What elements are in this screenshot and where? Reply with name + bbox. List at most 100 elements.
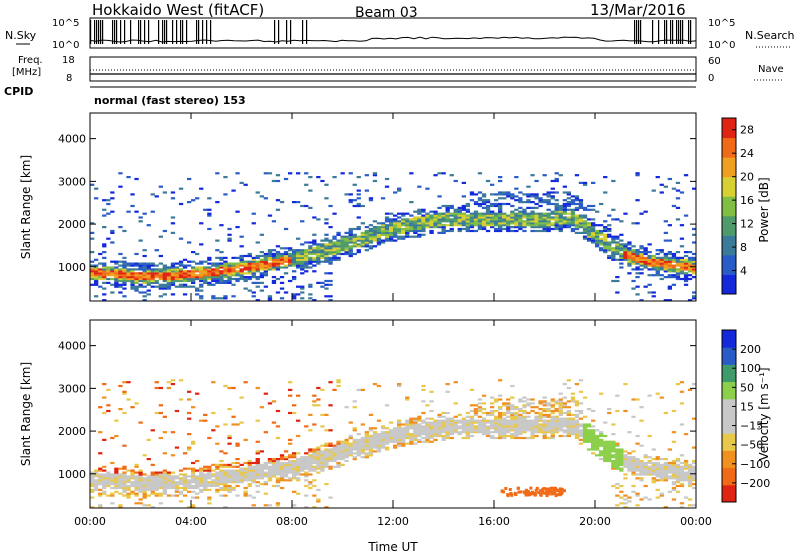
velocity-cell	[364, 433, 369, 436]
velocity-cell	[328, 459, 333, 463]
power-cell	[384, 224, 390, 227]
velocity-cell	[477, 415, 483, 418]
velocity-cell	[267, 465, 273, 468]
power-cell	[320, 179, 325, 183]
velocity-cell	[292, 490, 297, 493]
power-cell	[130, 204, 135, 208]
velocity-cell	[692, 459, 697, 463]
power-cell	[449, 224, 454, 227]
velocity-cell	[271, 465, 277, 468]
velocity-cell	[469, 404, 475, 407]
velocity-cell	[231, 423, 236, 426]
velocity-cell	[203, 473, 208, 476]
velocity-cell	[170, 481, 176, 484]
velocity-cell	[368, 427, 374, 430]
velocity-cell	[667, 463, 672, 466]
velocity-cell	[506, 427, 511, 430]
velocity-cell	[106, 494, 111, 497]
velocity-cell	[541, 491, 544, 495]
power-cell	[207, 270, 212, 273]
power-cell	[138, 266, 143, 269]
velocity-cell	[110, 481, 115, 484]
power-cell	[110, 291, 115, 294]
velocity-cell	[203, 413, 208, 416]
x-axis-label: Time UT	[367, 540, 418, 554]
velocity-cell	[219, 479, 224, 482]
velocity-cell	[494, 400, 499, 403]
velocity-cell	[623, 450, 628, 453]
velocity-cell	[360, 448, 365, 451]
power-cell	[296, 262, 301, 265]
power-cell	[671, 187, 677, 190]
power-cell	[316, 254, 321, 258]
velocity-cell	[368, 440, 374, 443]
velocity-cell	[219, 483, 224, 486]
velocity-cell	[142, 483, 147, 486]
power-cell	[659, 258, 664, 261]
velocity-cell	[243, 475, 248, 478]
power-cell	[461, 204, 466, 208]
velocity-cell	[187, 417, 192, 420]
velocity-cell	[562, 434, 567, 438]
velocity-cell	[231, 415, 236, 418]
power-cell	[655, 252, 660, 256]
velocity-cell	[336, 458, 341, 461]
power-cell	[296, 237, 301, 240]
power-cell	[106, 281, 111, 284]
velocity-cell	[288, 463, 293, 466]
velocity-cell	[510, 429, 515, 432]
velocity-cell	[296, 458, 301, 461]
velocity-cell	[635, 398, 640, 401]
noise-bar	[302, 20, 304, 44]
power-cell	[611, 279, 616, 283]
velocity-cell	[182, 452, 188, 455]
velocity-cell	[498, 415, 503, 418]
power-cell	[425, 214, 430, 217]
power-cell	[659, 277, 664, 281]
velocity-cell	[376, 446, 382, 449]
power-cell	[138, 276, 143, 279]
power-cell	[554, 191, 559, 194]
power-cell	[546, 195, 551, 198]
velocity-cell	[178, 481, 184, 484]
velocity-cell	[405, 436, 410, 440]
velocity-cell	[469, 431, 475, 434]
velocity-cell	[106, 388, 111, 391]
velocity-cell	[683, 473, 689, 476]
velocity-cell	[546, 436, 551, 440]
velocity-cell	[292, 454, 297, 457]
power-cell	[146, 276, 151, 279]
power-cell	[199, 289, 204, 292]
power-cell	[679, 262, 685, 265]
velocity-cell	[635, 442, 640, 445]
power-cell	[376, 231, 382, 234]
power-cell	[639, 251, 644, 254]
power-cell	[635, 222, 640, 225]
velocity-cell	[110, 494, 115, 497]
velocity-cell	[544, 487, 548, 491]
power-cell	[421, 208, 426, 211]
velocity-cell	[251, 504, 256, 507]
velocity-cell	[279, 469, 285, 472]
velocity-cell	[558, 421, 563, 424]
velocity-cell	[490, 413, 495, 416]
velocity-cell	[300, 463, 305, 466]
velocity-cell	[631, 473, 636, 476]
velocity-cell	[199, 477, 204, 480]
noise-bar	[290, 20, 292, 44]
velocity-cell	[251, 481, 256, 484]
velocity-cell	[247, 461, 252, 465]
velocity-cell	[615, 456, 620, 459]
velocity-cell	[150, 481, 155, 484]
power-cell	[312, 258, 317, 261]
velocity-cell	[490, 419, 495, 422]
velocity-cell	[122, 481, 127, 484]
power-cell	[542, 226, 547, 229]
velocity-cell	[247, 465, 252, 468]
power-cell	[461, 212, 466, 215]
power-cell	[195, 268, 200, 271]
noise-bar	[124, 20, 126, 44]
velocity-cell	[380, 425, 386, 428]
power-cell	[279, 252, 285, 256]
velocity-cell	[687, 388, 693, 391]
